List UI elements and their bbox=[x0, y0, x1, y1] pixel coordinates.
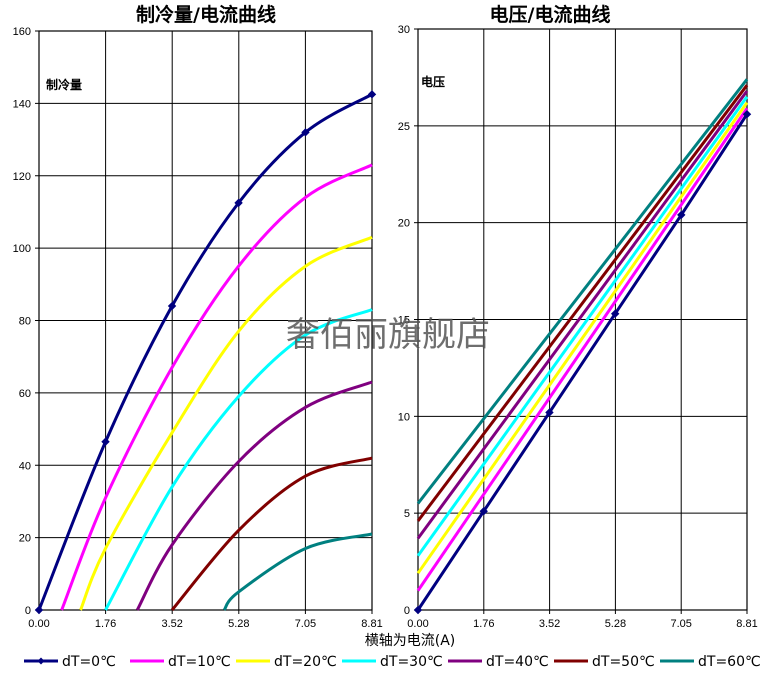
series-line bbox=[416, 78, 749, 505]
data-point-marker bbox=[413, 605, 423, 615]
legend-item: dT=30℃ bbox=[342, 654, 443, 670]
y-tick-label: 0 bbox=[404, 605, 410, 617]
x-tick-label: 7.05 bbox=[670, 618, 691, 630]
legend-marker bbox=[37, 657, 45, 665]
legend: dT=0℃ dT=10℃ dT=20℃ dT=30℃ dT=40℃ dT=50℃ dT=60… bbox=[24, 654, 761, 670]
series-line bbox=[135, 380, 373, 611]
x-tick-label: 0.00 bbox=[28, 618, 49, 630]
legend-item: dT=50℃ bbox=[554, 654, 655, 670]
y-tick-label: 160 bbox=[13, 26, 31, 38]
y-tick-label: 120 bbox=[13, 171, 31, 183]
legend-label: dT=10℃ bbox=[168, 654, 231, 670]
legend-item: dT=10℃ bbox=[130, 654, 231, 670]
series-line bbox=[416, 101, 749, 575]
cooling-capacity-chart: 制冷量/电流曲线 制冷量 0.00 1.76 3.52 5.28 7.05 8.81 0 20… bbox=[13, 3, 383, 630]
legend-item: dT=40℃ bbox=[448, 654, 549, 670]
y-tick-label: 10 bbox=[398, 411, 410, 423]
x-tick-label: 1.76 bbox=[95, 618, 116, 630]
y-tick-label: 0 bbox=[25, 605, 31, 617]
chart-title: 电压/电流曲线 bbox=[490, 3, 611, 26]
series-line bbox=[416, 90, 749, 540]
series-line bbox=[60, 163, 373, 611]
series-line bbox=[416, 84, 749, 522]
y-axis-label: 制冷量 bbox=[46, 77, 82, 92]
y-tick-label: 60 bbox=[19, 388, 31, 400]
y-tick-label: 80 bbox=[19, 316, 31, 328]
y-tick-label: 25 bbox=[398, 121, 410, 133]
series-group bbox=[34, 90, 377, 615]
legend-label: dT=30℃ bbox=[380, 654, 443, 670]
data-point-marker bbox=[234, 198, 243, 208]
series-line bbox=[104, 308, 373, 611]
x-tick-label: 0.00 bbox=[407, 618, 428, 630]
x-tick-label: 8.81 bbox=[736, 618, 757, 630]
x-tick-label: 3.52 bbox=[161, 618, 182, 630]
legend-label: dT=20℃ bbox=[274, 654, 337, 670]
legend-item: dT=20℃ bbox=[236, 654, 337, 670]
legend-label: dT=40℃ bbox=[486, 654, 549, 670]
data-point-marker bbox=[34, 605, 44, 615]
x-tick-label: 1.76 bbox=[473, 618, 494, 630]
y-tick-label: 140 bbox=[13, 98, 31, 110]
legend-label: dT=0℃ bbox=[62, 654, 116, 670]
legend-label: dT=50℃ bbox=[592, 654, 655, 670]
x-axis-label: 横轴为电流(A) bbox=[365, 633, 456, 649]
data-point-marker bbox=[479, 507, 488, 516]
data-point-marker bbox=[610, 309, 620, 318]
y-tick-label: 20 bbox=[19, 533, 31, 545]
series-group bbox=[413, 78, 752, 615]
series-line bbox=[79, 235, 373, 611]
x-tick-label: 5.28 bbox=[228, 618, 249, 630]
legend-label: dT=60℃ bbox=[698, 654, 761, 670]
y-tick-label: 100 bbox=[13, 243, 31, 255]
grid bbox=[38, 30, 373, 611]
legend-item: dT=0℃ bbox=[24, 654, 116, 670]
y-tick-label: 20 bbox=[398, 218, 410, 230]
watermark-text: 奢佰丽旗舰店 bbox=[286, 315, 490, 355]
y-axis-label: 电压 bbox=[421, 74, 445, 89]
series-line bbox=[222, 532, 373, 611]
data-point-marker bbox=[742, 110, 752, 119]
x-tick-label: 3.52 bbox=[539, 618, 560, 630]
data-point-marker bbox=[677, 210, 686, 220]
legend-item: dT=60℃ bbox=[660, 654, 761, 670]
series-line bbox=[170, 456, 373, 611]
series-line bbox=[416, 113, 749, 611]
data-point-marker bbox=[545, 408, 554, 417]
y-tick-label: 40 bbox=[19, 460, 31, 472]
voltage-chart: 电压/电流曲线 电压 0.00 1.76 3.52 5.28 7.05 8.81 0 5 10 1… bbox=[398, 3, 758, 630]
data-point-marker bbox=[367, 90, 377, 99]
series-line bbox=[416, 107, 749, 592]
y-tick-label: 5 bbox=[404, 508, 410, 520]
x-tick-label: 7.05 bbox=[295, 618, 316, 630]
data-point-marker bbox=[101, 437, 110, 446]
x-tick-label: 8.81 bbox=[361, 618, 382, 630]
y-tick-label: 30 bbox=[398, 24, 410, 36]
data-point-marker bbox=[301, 128, 310, 137]
series-line bbox=[416, 95, 749, 557]
x-tick-label: 5.28 bbox=[605, 618, 626, 630]
data-point-marker bbox=[167, 301, 177, 311]
chart-title: 制冷量/电流曲线 bbox=[136, 3, 276, 26]
y-tick-label: 15 bbox=[398, 315, 410, 327]
